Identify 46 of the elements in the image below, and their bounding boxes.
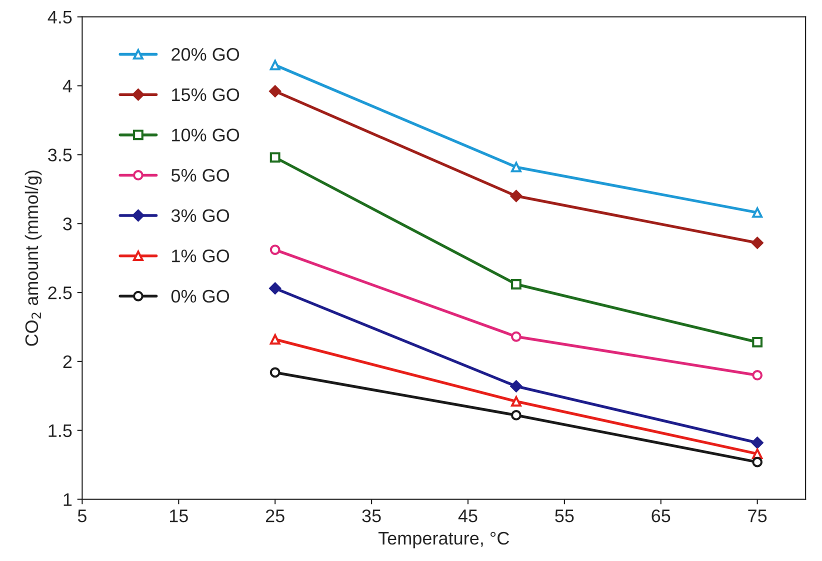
y-axis-title: CO$_{2}$ amount (mmol/g) xyxy=(24,170,42,346)
point xyxy=(511,331,522,342)
point xyxy=(270,334,280,345)
point xyxy=(752,336,763,348)
y-tick-label: 3.5 xyxy=(48,148,72,162)
x-tick-label: 35 xyxy=(362,509,381,522)
point xyxy=(511,162,522,172)
point xyxy=(510,190,522,202)
x-tick-label: 75 xyxy=(748,510,767,522)
point xyxy=(511,396,522,407)
point xyxy=(270,152,280,163)
x-tick-label: 15 xyxy=(170,510,188,522)
point xyxy=(511,279,522,290)
point xyxy=(269,282,282,294)
point xyxy=(270,244,280,255)
point xyxy=(511,410,522,420)
point xyxy=(752,448,763,460)
legend-label: 20% GO xyxy=(172,48,240,61)
x-tick-label: 55 xyxy=(555,510,574,522)
legend-label: 10% GO xyxy=(172,128,240,142)
point xyxy=(752,456,763,468)
x-tick-label: 45 xyxy=(458,510,478,522)
x-tick-label: 65 xyxy=(652,509,670,522)
x-tick-label: 25 xyxy=(266,509,284,522)
point xyxy=(270,60,280,70)
point xyxy=(752,207,763,218)
point xyxy=(269,85,282,98)
y-tick-label: 4.5 xyxy=(48,10,72,24)
y-tick-label: 1 xyxy=(64,493,72,506)
y-tick-label: 3 xyxy=(63,218,72,230)
legend-label: 5% GO xyxy=(171,168,230,182)
point xyxy=(751,236,764,249)
legend-label: 15% GO xyxy=(172,88,240,102)
legend-label: 3% GO xyxy=(171,209,230,222)
y-tick-label: 1.5 xyxy=(48,424,72,438)
point xyxy=(510,380,522,392)
point xyxy=(751,436,764,449)
x-axis-title: Temperature, °C xyxy=(378,532,510,548)
legend-label: 0% GO xyxy=(171,290,230,303)
y-tick-label: 2 xyxy=(63,355,72,368)
point xyxy=(270,367,280,378)
point xyxy=(752,370,763,380)
y-tick-label: 4 xyxy=(62,80,72,92)
x-tick-label: 5 xyxy=(78,510,86,522)
legend-label: 1% GO xyxy=(172,250,230,262)
y-tick-label: 2.5 xyxy=(48,286,72,300)
